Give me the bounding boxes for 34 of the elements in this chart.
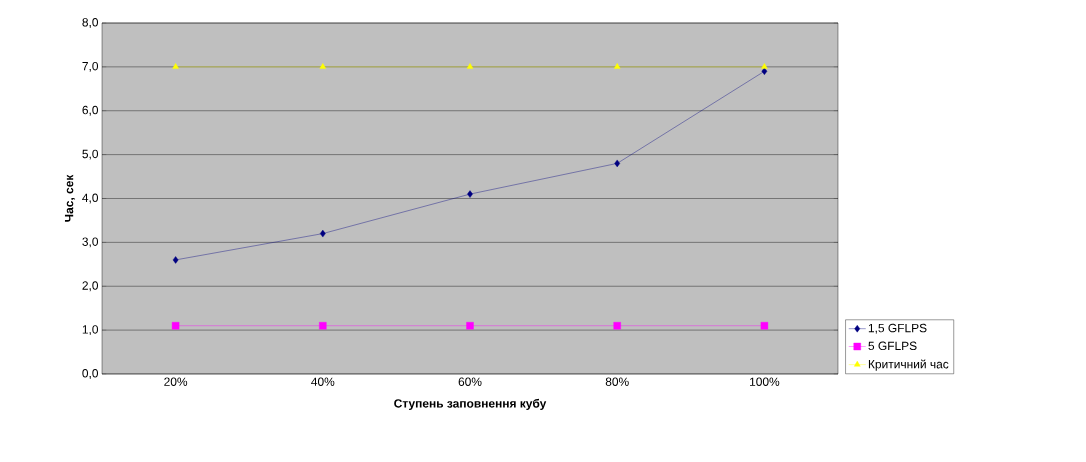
point bbox=[319, 229, 326, 238]
point bbox=[760, 322, 769, 330]
point bbox=[614, 159, 621, 168]
y-tick-label: 1,0 bbox=[82, 325, 99, 336]
x-tick-label: 80% bbox=[605, 377, 629, 386]
x-tick-label: 20% bbox=[164, 377, 188, 386]
x-tick-label: 100% bbox=[750, 377, 780, 386]
point bbox=[319, 322, 327, 330]
point bbox=[172, 63, 179, 69]
x-axis-title: Ступень заповнення кубу bbox=[394, 398, 547, 411]
x-tick-label: 40% bbox=[311, 377, 335, 386]
point bbox=[761, 67, 768, 75]
y-tick-label: 7,0 bbox=[82, 61, 99, 72]
point bbox=[613, 322, 621, 330]
y-tick-label: 8,0 bbox=[82, 18, 99, 28]
point bbox=[761, 63, 768, 69]
x-tick-label: 60% bbox=[458, 377, 482, 386]
point bbox=[466, 63, 474, 69]
legend-label: 5 GFLPS bbox=[868, 341, 917, 351]
point bbox=[319, 63, 327, 69]
y-axis-title: Час, сек bbox=[64, 174, 76, 222]
y-tick-label: 0,0 bbox=[82, 369, 99, 379]
point bbox=[467, 190, 473, 198]
legend-label: Критичний час bbox=[868, 359, 949, 371]
y-tick-label: 5,0 bbox=[82, 149, 99, 160]
point bbox=[613, 63, 621, 69]
point bbox=[171, 322, 180, 330]
point bbox=[466, 322, 474, 330]
y-tick-label: 6,0 bbox=[82, 105, 99, 116]
y-tick-label: 2,0 bbox=[82, 281, 99, 292]
y-tick-label: 3,0 bbox=[82, 237, 99, 248]
point bbox=[172, 256, 179, 264]
y-tick-label: 4,0 bbox=[82, 193, 99, 204]
legend-label: 1,5 GFLPS bbox=[868, 323, 927, 334]
